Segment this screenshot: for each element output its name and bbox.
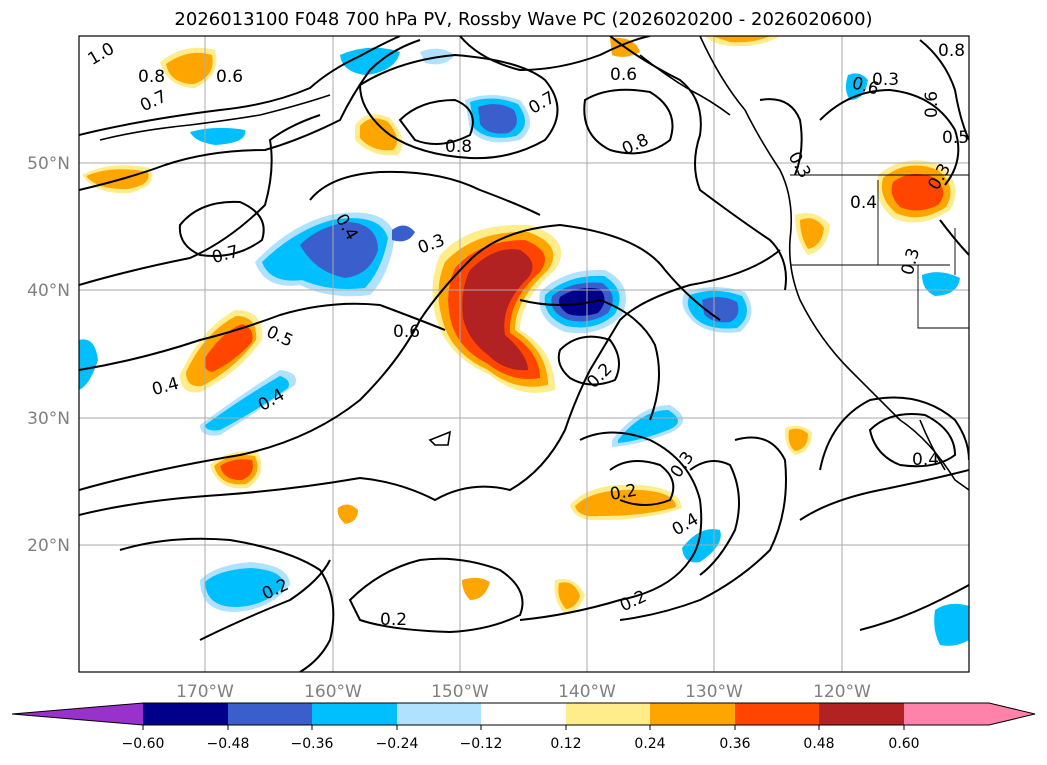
colorbar-swatch [566, 703, 650, 725]
contour-label: 0.6 [610, 65, 637, 85]
contour-label: 0.2 [380, 610, 407, 630]
colorbar-tick: 0.36 [719, 736, 750, 752]
political-borders [790, 174, 969, 329]
colorbar-swatch [12, 703, 143, 725]
lat-label: 30°N [27, 409, 70, 429]
lon-label: 170°W [176, 682, 234, 702]
colorbar: −0.60 −0.48 −0.36 −0.24 −0.12 0.12 0.24 … [11, 702, 1036, 752]
lon-label: 120°W [813, 682, 871, 702]
lat-label: 20°N [27, 536, 70, 556]
colorbar-tick: −0.24 [376, 736, 419, 752]
lon-label: 160°W [304, 682, 362, 702]
coastlines [99, 36, 969, 491]
contour-label: 0.5 [942, 128, 969, 148]
colorbar-swatch [904, 703, 1035, 725]
contour-label: 0.6 [216, 67, 243, 87]
lon-label: 150°W [431, 682, 489, 702]
contour-label: 0.8 [138, 67, 165, 87]
contour-label: 0.2 [608, 481, 638, 505]
lat-label: 40°N [27, 281, 70, 301]
colorbar-swatch [143, 703, 228, 725]
colorbar-swatch [312, 703, 397, 725]
lon-label: 130°W [685, 682, 743, 702]
map-frame [78, 35, 970, 673]
contour-label: 0.6 [922, 91, 942, 118]
map-area: 1.0 0.8 0.7 0.6 0.8 0.6 0.7 0.8 0.8 0.6 … [79, 36, 969, 672]
contour-label: 0.8 [938, 41, 965, 61]
colorbar-tick: −0.60 [122, 736, 165, 752]
colorbar-tick: 0.60 [888, 736, 919, 752]
colorbar-tick: 0.24 [634, 736, 665, 752]
contour-label: 0.4 [912, 450, 939, 470]
colorbar-swatch [819, 703, 904, 725]
contour-label: 0.4 [850, 193, 877, 213]
contour-label: 0.3 [872, 70, 899, 90]
colorbar-tick: −0.12 [460, 736, 503, 752]
colorbar-swatch [481, 703, 566, 725]
latitude-labels: 50°N 40°N 30°N 20°N [27, 154, 70, 556]
colorbar-tick: 0.48 [803, 736, 834, 752]
contour-label: 0.6 [393, 322, 420, 342]
graticule [79, 36, 969, 672]
contour-label: 0.8 [445, 137, 472, 157]
colorbar-swatch [397, 703, 481, 725]
colorbar-tick: 0.12 [550, 736, 581, 752]
lat-label: 50°N [27, 154, 70, 174]
longitude-labels: 170°W 160°W 150°W 140°W 130°W 120°W [176, 682, 871, 702]
colorbar-tick: −0.48 [207, 736, 250, 752]
colorbar-swatch [735, 703, 819, 725]
colorbar-tick: −0.36 [291, 736, 334, 752]
map-title: 2026013100 F048 700 hPa PV, Rossby Wave … [174, 9, 873, 30]
lon-label: 140°W [558, 682, 616, 702]
colorbar-swatch [650, 703, 735, 725]
pv-contours [79, 36, 969, 672]
colorbar-swatch [228, 703, 312, 725]
